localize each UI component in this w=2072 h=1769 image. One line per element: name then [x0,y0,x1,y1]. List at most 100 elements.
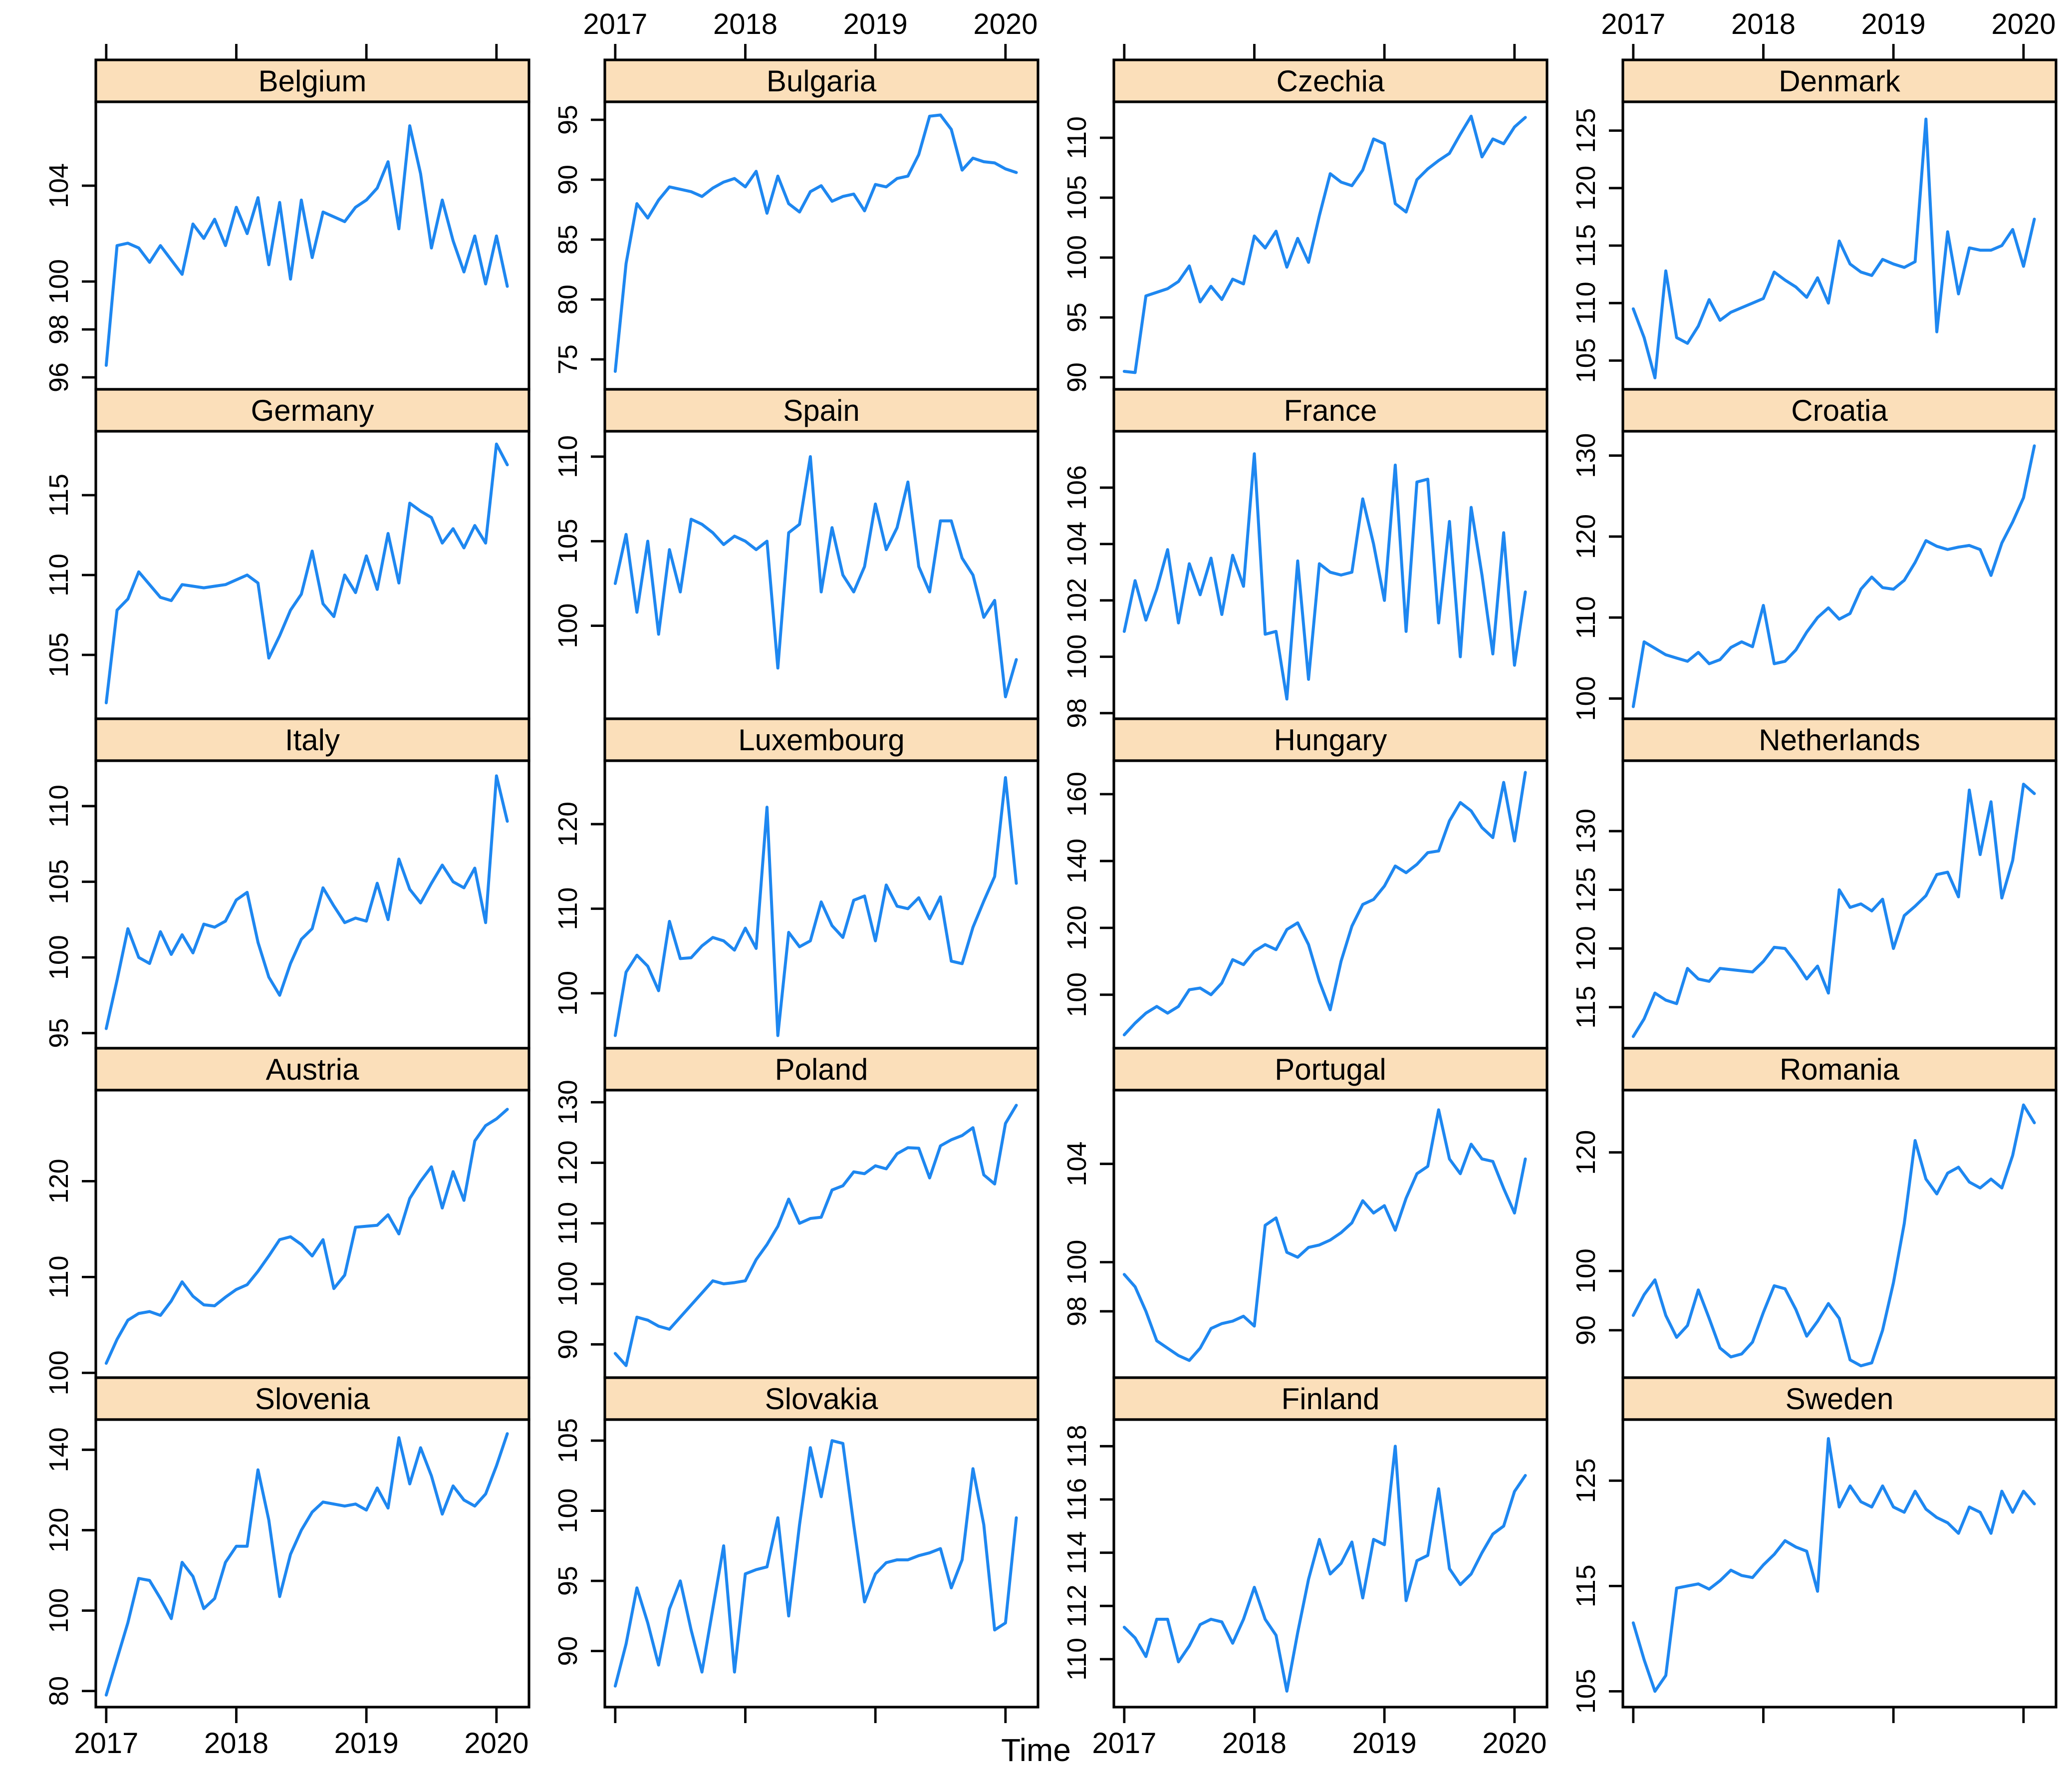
y-tick-label-czechia: 110 [1062,116,1092,159]
strip-label-france: France [1284,394,1377,427]
panel-netherlands: Netherlands 115 120 125 130 [1571,717,2058,1050]
y-tick-label-spain: 110 [553,435,583,478]
series-line-luxembourg [613,776,1018,1037]
panel-portugal: Portugal 98 100 104 [1062,1047,1549,1379]
y-tick-label-netherlands: 120 [1571,926,1601,971]
strip-luxembourg [603,717,1039,762]
x-tick-label-top: 2019 [1861,8,1926,40]
strip-slovenia [94,1376,530,1421]
series-line-portugal [1122,1108,1527,1362]
y-tick-label-netherlands: 130 [1571,809,1601,854]
x-axis-title: Time [1001,1732,1071,1768]
series-line-spain [613,455,1018,698]
y-tick-label-portugal: 98 [1062,1296,1092,1326]
panel-sweden: Sweden 105 115 125 [1571,1376,2058,1723]
strip-label-slovenia: Slovenia [255,1382,370,1416]
panel-hungary: Hungary 100 120 140 160 [1062,717,1549,1050]
x-tick-label-bottom: 2017 [1092,1727,1156,1760]
y-tick-label-romania: 120 [1571,1130,1601,1175]
x-tick-label-top: 2017 [583,8,647,40]
y-tick-label-france: 98 [1062,698,1092,728]
y-tick-label-hungary: 100 [1062,972,1092,1017]
y-tick-label-croatia: 110 [1571,596,1601,639]
series-line-hungary [1122,771,1527,1037]
y-tick-label-portugal: 104 [1062,1142,1092,1186]
series-line-sweden [1631,1437,2036,1693]
y-tick-label-finland: 118 [1062,1425,1092,1468]
y-tick-label-portugal: 100 [1062,1240,1092,1285]
y-tick-label-sweden: 125 [1571,1458,1601,1503]
strip-label-bulgaria: Bulgaria [767,64,877,98]
strip-label-hungary: Hungary [1274,723,1387,757]
y-tick-label-belgium: 104 [44,163,74,208]
strip-belgium [94,58,530,103]
y-tick-label-italy: 105 [44,859,74,904]
strip-finland [1112,1376,1549,1421]
y-tick-label-poland: 130 [553,1080,583,1125]
strip-slovakia [603,1376,1039,1421]
strip-label-italy: Italy [285,723,340,757]
panel-spain: Spain 100 105 110 [553,388,1039,720]
strip-spain [603,388,1039,433]
y-tick-label-bulgaria: 80 [553,285,583,314]
x-tick-label-top: 2020 [1991,8,2056,40]
y-tick-label-denmark: 105 [1571,338,1601,383]
panel-slovakia: Slovakia 90 95 100 105 [553,1376,1039,1723]
strip-label-croatia: Croatia [1791,394,1888,427]
series-line-slovakia [613,1439,1018,1688]
y-tick-label-hungary: 160 [1062,772,1092,817]
y-tick-label-croatia: 100 [1571,676,1601,721]
y-tick-label-austria: 110 [44,1255,74,1298]
y-tick-label-france: 102 [1062,578,1092,623]
series-line-germany [104,442,509,704]
strip-label-spain: Spain [783,394,859,427]
y-tick-label-romania: 100 [1571,1248,1601,1293]
strip-poland [603,1047,1039,1092]
panel-czechia: Czechia 90 95 100 105 110 [1062,44,1549,392]
y-tick-label-bulgaria: 75 [553,344,583,374]
panel-poland: Poland 90 100 110 120 130 [553,1047,1039,1379]
strip-label-austria: Austria [266,1053,359,1086]
panel-belgium: Belgium 96 98 100 104 [44,44,530,392]
y-tick-label-hungary: 120 [1062,905,1092,950]
y-tick-label-czechia: 95 [1062,302,1092,332]
panel-body-czechia [1112,100,1549,391]
series-line-netherlands [1631,783,2036,1038]
strip-label-sweden: Sweden [1786,1382,1894,1416]
strip-croatia [1621,388,2058,433]
y-tick-label-czechia: 90 [1062,362,1092,392]
panel-germany: Germany 105 110 115 [44,388,530,720]
x-tick-label-bottom: 2019 [1352,1727,1417,1760]
strip-czechia [1112,58,1549,103]
y-tick-label-austria: 100 [44,1350,74,1395]
y-tick-label-bulgaria: 85 [553,225,583,255]
series-line-denmark [1631,117,2036,379]
y-tick-label-france: 104 [1062,522,1092,567]
y-tick-label-luxembourg: 110 [553,887,583,930]
x-tick-label-bottom: 2019 [334,1727,399,1760]
strip-netherlands [1621,717,2058,762]
panel-body-finland [1112,1418,1549,1709]
y-tick-label-finland: 114 [1062,1531,1092,1574]
strip-label-romania: Romania [1780,1053,1900,1086]
panel-body-croatia [1621,430,2058,720]
y-tick-label-spain: 105 [553,519,583,564]
y-tick-label-france: 100 [1062,634,1092,679]
strip-label-portugal: Portugal [1275,1053,1386,1086]
y-tick-label-luxembourg: 100 [553,971,583,1016]
panel-body-slovakia [603,1418,1039,1709]
series-line-finland [1122,1445,1527,1693]
strip-label-finland: Finland [1282,1382,1380,1416]
panel-slovenia: Slovenia 80 100 120 140 2017 2018 2019 2020 [44,1376,530,1760]
series-line-croatia [1631,444,2036,708]
y-tick-label-slovenia: 120 [44,1507,74,1552]
x-tick-label-top: 2020 [973,8,1037,40]
panel-romania: Romania 90 100 120 [1571,1047,2058,1379]
y-tick-label-austria: 120 [44,1159,74,1203]
y-tick-label-finland: 112 [1062,1584,1092,1627]
y-tick-label-romania: 90 [1571,1315,1601,1345]
x-tick-label-bottom: 2017 [74,1727,138,1760]
y-tick-label-sweden: 115 [1571,1564,1601,1607]
panel-body-poland [603,1089,1039,1379]
